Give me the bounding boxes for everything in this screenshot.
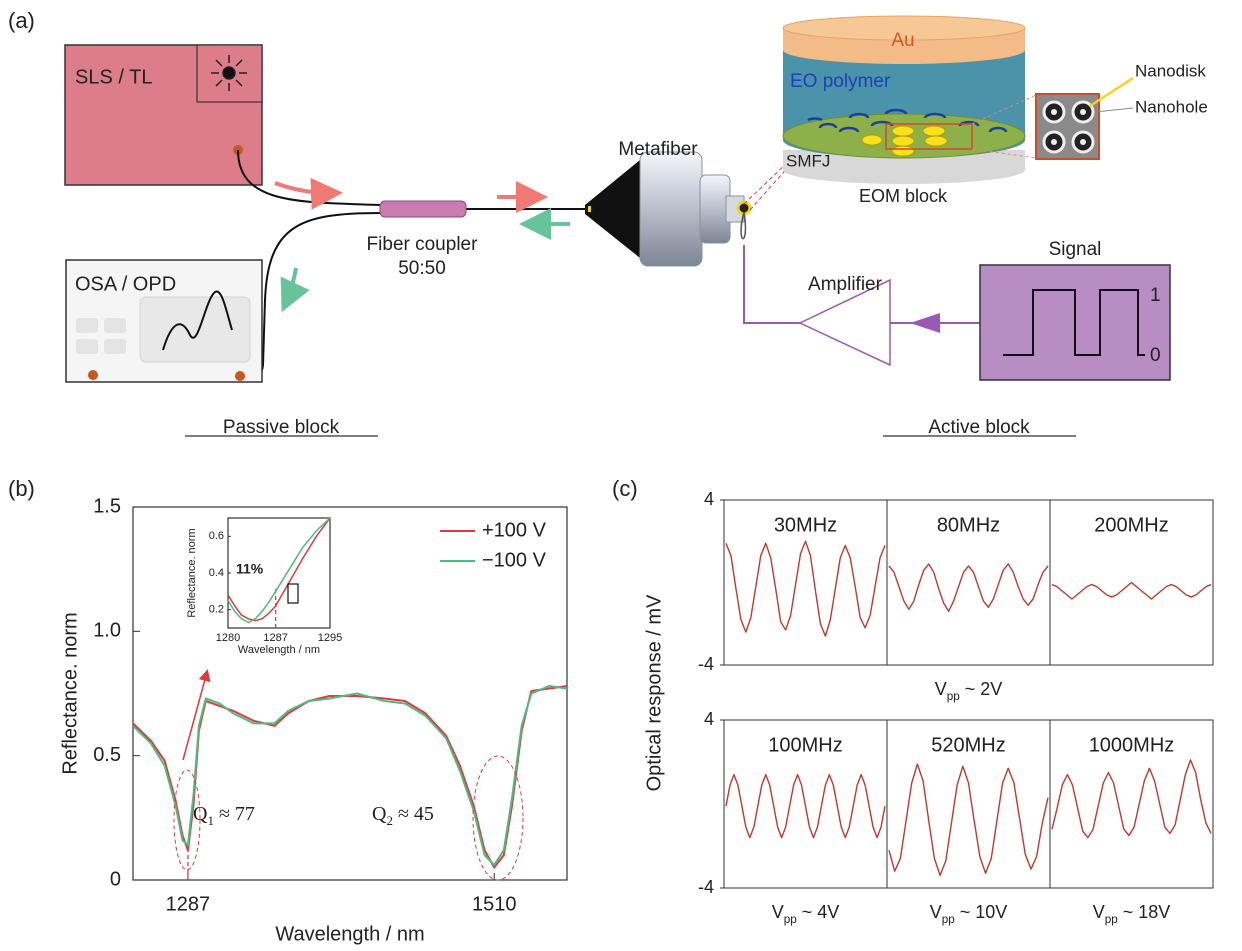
y-axis-label: Optical response / mV (643, 594, 665, 791)
arrowhead (910, 313, 940, 333)
x-tick-label: 1280 (216, 632, 240, 644)
wire (744, 245, 800, 323)
connector (640, 152, 702, 266)
sub-label: Vpp ~ 2V (935, 679, 1003, 703)
panel-title: 30MHz (774, 514, 837, 536)
panel-label: (b) (8, 476, 35, 501)
label-part: V (1093, 902, 1105, 922)
panel-label: (a) (8, 8, 35, 33)
nano-label: Nanohole (1135, 97, 1208, 116)
label-part: V (935, 679, 947, 699)
x-tick-label: 1287 (166, 893, 211, 915)
y-tick-label: 0.6 (209, 530, 224, 542)
y-tick-label: 0.4 (209, 567, 224, 579)
eom-caption: EOM block (859, 186, 948, 206)
y-axis-label: Reflectance. norm (186, 528, 198, 617)
label-part: ~ 18V (1118, 902, 1171, 922)
label-part: Q (372, 803, 387, 825)
panel-label: (c) (612, 476, 638, 501)
port (235, 371, 245, 381)
label-part: V (930, 902, 942, 922)
label-part: ~ 2V (960, 679, 1003, 699)
metafiber-label: Metafiber (618, 139, 698, 160)
label-part: pp (784, 913, 798, 926)
panel-title: 200MHz (1094, 514, 1168, 536)
coupler (380, 201, 466, 217)
figure: (a) (b) (c) SLS / TL Fiber coupler 50:50… (0, 0, 1242, 946)
layer-label: EO polymer (790, 71, 891, 92)
layer-label: Au (891, 30, 914, 51)
coupler-ratio: 50:50 (398, 258, 446, 279)
level-label: 0 (1150, 345, 1161, 366)
source-label: SLS / TL (75, 66, 152, 88)
diagram: SLS / TL Fiber coupler 50:50 OSA / OPD (65, 16, 1208, 438)
label-part: ~ 10V (955, 902, 1008, 922)
label-part: pp (1105, 913, 1119, 926)
screen (140, 297, 250, 362)
port (88, 370, 98, 380)
sub-label: Vpp ~ 18V (1093, 902, 1171, 926)
y-axis-label: Reflectance. norm (59, 612, 81, 774)
sub-label: Vpp ~ 4V (772, 902, 840, 926)
arrow (285, 268, 296, 305)
x-tick-label: 1510 (472, 893, 517, 915)
block-label: Passive block (223, 417, 340, 438)
y-tick-label: -4 (698, 654, 714, 674)
y-tick-label: 0.2 (209, 604, 224, 616)
y-tick-label: 1.5 (93, 495, 121, 517)
panel-title: 520MHz (931, 734, 1005, 756)
panel-title: 1000MHz (1089, 734, 1175, 756)
legend-label: −100 V (482, 549, 547, 571)
x-tick-label: 1287 (263, 632, 287, 644)
label-part: pp (947, 690, 961, 703)
x-tick-label: 1295 (318, 632, 342, 644)
analyzer-label: OSA / OPD (75, 273, 176, 295)
block-label: Active block (928, 417, 1030, 438)
nano-label: Nanodisk (1135, 61, 1206, 80)
sub-label: Vpp ~ 10V (930, 902, 1008, 926)
y-tick-label: 0 (110, 868, 121, 890)
label-part: Q (193, 803, 208, 825)
panel-title: 100MHz (768, 734, 842, 756)
label-part: ~ 4V (797, 902, 840, 922)
star-icon (211, 55, 247, 91)
y-tick-label: 4 (704, 489, 714, 509)
page: { "panel_labels": ["(a)", "(b)", "(c)"],… (0, 0, 1242, 946)
pointer (1090, 78, 1133, 106)
x-axis-label: Wavelength / nm (238, 644, 320, 656)
label-part: V (772, 902, 784, 922)
signal-label: Signal (1049, 239, 1102, 260)
level-label: 1 (1150, 285, 1161, 306)
label-part: pp (942, 913, 956, 926)
y-tick-label: 1.0 (93, 620, 121, 642)
coupler-label: Fiber coupler (367, 234, 479, 255)
x-axis-label: Wavelength / nm (275, 923, 424, 945)
amplifier-label: Amplifier (808, 274, 883, 295)
annotation: 11% (236, 561, 264, 577)
y-tick-label: -4 (698, 877, 714, 897)
label-part: ≈ 77 (214, 803, 255, 825)
y-tick-label: 0.5 (93, 744, 121, 766)
y-tick-label: 4 (704, 709, 714, 729)
legend-label: +100 V (482, 519, 547, 541)
arrow (275, 183, 335, 193)
fiber-tip (588, 206, 591, 212)
panel-title: 80MHz (937, 514, 1000, 536)
fiber-cone (585, 160, 640, 258)
layer-label: SMFJ (786, 151, 830, 170)
pointer (1095, 108, 1133, 112)
label-part: ≈ 45 (393, 803, 434, 825)
